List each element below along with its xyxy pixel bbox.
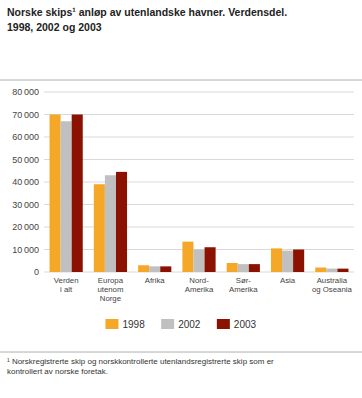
bar [227, 263, 238, 272]
y-tick-label: 30 000 [12, 200, 39, 210]
text-line: Europa [98, 276, 124, 285]
grid-line [44, 159, 354, 160]
y-tick-label: 40 000 [12, 177, 39, 187]
y-tick-label: 10 000 [12, 245, 39, 255]
text-line: ¹ Norskregistrerte skip og norskkontroll… [7, 357, 274, 366]
y-tick-label: 0 [34, 267, 39, 277]
bar [61, 121, 72, 272]
legend-swatch [217, 319, 230, 329]
legend-swatch [161, 319, 174, 329]
x-tick-label: Nord-Amerika [185, 276, 214, 294]
text-line: kontrollert av norske foretak. [7, 367, 108, 376]
bar [293, 250, 304, 273]
text-line: Sør- [236, 276, 252, 285]
x-tick-label: Sør-Amerika [229, 276, 258, 294]
bar [238, 264, 249, 272]
text-line: i alt [60, 285, 73, 294]
x-tick-label: Australiaog Oseania [312, 276, 353, 294]
grid-line [44, 182, 354, 183]
chart: Norske skips¹ anløp av utenlandske havne… [0, 0, 362, 398]
text-line: og Oseania [312, 285, 353, 294]
y-tick-labels: 0 10 000 20 000 30 000 40 000 50 000 60 000 70 … [12, 87, 39, 277]
legend-label: 2002 [178, 319, 201, 330]
bar [182, 242, 193, 272]
legend-item: 2003 [217, 319, 257, 330]
legend-item: 2002 [161, 319, 201, 330]
text-line: Nord- [189, 276, 209, 285]
bar [94, 184, 105, 272]
y-tick-label: 60 000 [12, 132, 39, 142]
legend-item: 1998 [105, 319, 145, 330]
bar [160, 266, 171, 272]
bars [50, 115, 349, 273]
x-tick-label: EuropautenomNorge [97, 276, 123, 303]
subtitle: 1998, 2002 og 2003 [7, 21, 102, 33]
grid-line [44, 114, 354, 115]
text-line: Verden [54, 276, 79, 285]
bar [282, 251, 293, 272]
footnote-rule [0, 352, 362, 353]
bar [249, 264, 260, 272]
legend-label: 2003 [234, 319, 257, 330]
text-line: Norge [100, 294, 121, 303]
text-line: Amerika [229, 285, 258, 294]
grid-line [44, 92, 354, 93]
bar [116, 172, 127, 272]
bar [326, 269, 337, 272]
x-tick-label: Afrika [145, 276, 166, 285]
bar [72, 115, 83, 273]
bar [193, 250, 204, 273]
bar [105, 175, 116, 272]
y-tick-label: 20 000 [12, 222, 39, 232]
text-line: Australia [317, 276, 348, 285]
footnote: ¹ Norskregistrerte skip og norskkontroll… [7, 357, 274, 376]
title: Norske skips¹ anløp av utenlandske havne… [7, 6, 287, 18]
grid-line [44, 204, 354, 205]
x-tick-label: Verdeni alt [54, 276, 79, 294]
bar [271, 248, 282, 272]
bar [337, 269, 348, 272]
text-line: utenom [97, 285, 123, 294]
bar [205, 247, 216, 272]
legend-swatch [105, 319, 118, 329]
text-line: Afrika [145, 276, 166, 285]
x-tick-labels: Verdeni altEuropautenomNorgeAfrikaNord-A… [54, 276, 353, 303]
x-tick-label: Asia [280, 276, 296, 285]
bar [315, 268, 326, 273]
grid [44, 92, 354, 272]
bar [149, 266, 160, 272]
grid-line [44, 137, 354, 138]
bar [138, 265, 149, 272]
y-tick-label: 80 000 [12, 87, 39, 97]
grid-line [44, 227, 354, 228]
text-line: Asia [280, 276, 296, 285]
legend-label: 1998 [122, 319, 145, 330]
title-rule [0, 80, 362, 81]
legend: 1998 2002 2003 [105, 319, 256, 330]
y-tick-label: 70 000 [12, 110, 39, 120]
bar [50, 115, 61, 273]
text-line: Amerika [185, 285, 214, 294]
y-tick-label: 50 000 [12, 155, 39, 165]
